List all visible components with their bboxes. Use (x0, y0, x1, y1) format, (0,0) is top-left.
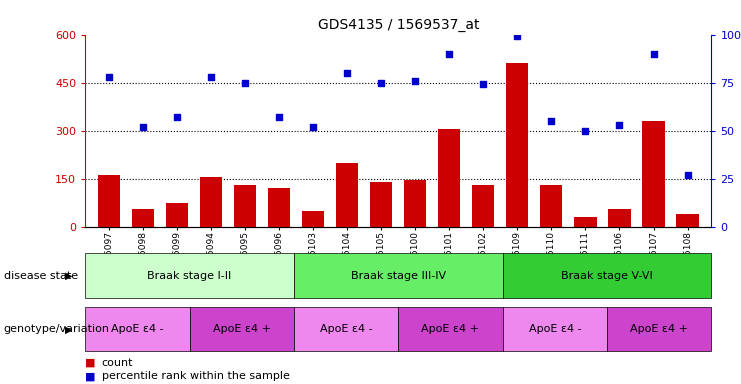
Text: ■: ■ (85, 371, 96, 381)
Text: ▶: ▶ (65, 324, 73, 334)
Bar (132, 209, 154, 227)
Point (103, 74, 115, 80)
Bar (302, 210, 325, 227)
Text: Braak stage III-IV: Braak stage III-IV (350, 270, 446, 281)
Bar (677, 214, 699, 227)
Bar (234, 185, 256, 227)
Text: count: count (102, 358, 133, 368)
Bar (200, 177, 222, 227)
Point (614, 122, 625, 128)
Point (239, 79, 251, 86)
Bar (608, 209, 631, 227)
Bar (405, 180, 426, 227)
Text: genotype/variation: genotype/variation (4, 324, 110, 334)
Text: ApoE ε4 -: ApoE ε4 - (320, 324, 373, 334)
Bar (336, 162, 359, 227)
Point (171, 114, 183, 120)
Point (273, 114, 285, 120)
Bar (472, 185, 494, 227)
Point (648, 51, 659, 57)
Text: ApoE ε4 +: ApoE ε4 + (422, 324, 479, 334)
Bar (268, 188, 290, 227)
Point (443, 51, 455, 57)
Bar (98, 175, 120, 227)
Text: Braak stage I-II: Braak stage I-II (147, 270, 232, 281)
Point (511, 33, 523, 40)
Text: ApoE ε4 +: ApoE ε4 + (213, 324, 270, 334)
Text: ApoE ε4 +: ApoE ε4 + (630, 324, 688, 334)
Point (137, 124, 149, 130)
Text: percentile rank within the sample: percentile rank within the sample (102, 371, 290, 381)
Text: ApoE ε4 -: ApoE ε4 - (111, 324, 164, 334)
Text: ▶: ▶ (65, 270, 73, 281)
Text: disease state: disease state (4, 270, 78, 281)
Bar (574, 217, 597, 227)
Point (682, 172, 694, 178)
Text: ■: ■ (85, 358, 96, 368)
Text: Braak stage V-VI: Braak stage V-VI (561, 270, 653, 281)
Bar (642, 121, 665, 227)
Title: GDS4135 / 1569537_at: GDS4135 / 1569537_at (318, 18, 479, 32)
Bar (438, 129, 460, 227)
Point (477, 81, 489, 88)
Point (308, 124, 319, 130)
Point (205, 74, 217, 80)
Point (376, 79, 388, 86)
Point (409, 78, 421, 84)
Point (579, 127, 591, 134)
Text: ApoE ε4 -: ApoE ε4 - (528, 324, 581, 334)
Point (545, 118, 557, 124)
Bar (540, 185, 562, 227)
Point (342, 70, 353, 76)
Bar (166, 203, 188, 227)
Bar (506, 63, 528, 227)
Bar (370, 182, 392, 227)
